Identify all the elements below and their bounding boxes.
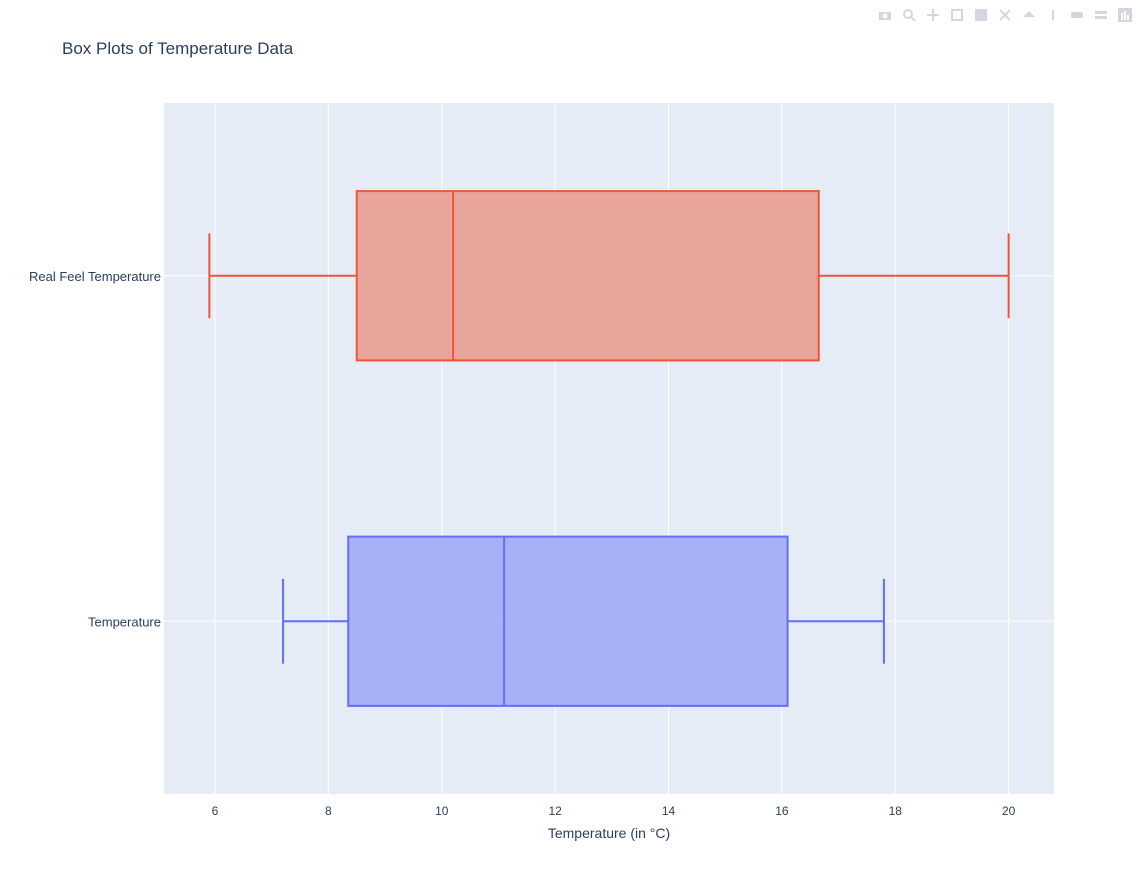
pan-icon[interactable]	[924, 6, 942, 24]
modebar	[876, 6, 1134, 24]
reset-axes-icon[interactable]	[1068, 6, 1086, 24]
plotly-logo-icon[interactable]	[1116, 6, 1134, 24]
box-series	[208, 190, 1010, 707]
iqr-box	[355, 190, 820, 362]
box-temperature[interactable]	[282, 535, 885, 707]
chart-title: Box Plots of Temperature Data	[62, 39, 294, 58]
y-category-label: Temperature	[88, 614, 161, 629]
x-tick-label: 12	[548, 804, 562, 818]
spike-lines-icon[interactable]	[1092, 6, 1110, 24]
y-category-labels: Temperature Real Feel Temperature	[29, 269, 161, 630]
x-tick-label: 14	[662, 804, 676, 818]
y-category-label: Real Feel Temperature	[29, 269, 161, 284]
camera-icon[interactable]	[876, 6, 894, 24]
x-tick-label: 10	[435, 804, 449, 818]
lasso-select-icon[interactable]	[972, 6, 990, 24]
x-tick-label: 20	[1002, 804, 1016, 818]
box-real-feel-temperature[interactable]	[208, 190, 1010, 362]
x-tick-label: 18	[889, 804, 903, 818]
zoom-in-icon[interactable]	[996, 6, 1014, 24]
x-tick-label: 16	[775, 804, 789, 818]
x-axis-label: Temperature (in °C)	[548, 825, 670, 841]
autoscale-icon[interactable]	[1044, 6, 1062, 24]
zoom-icon[interactable]	[900, 6, 918, 24]
box-select-icon[interactable]	[948, 6, 966, 24]
zoom-out-icon[interactable]	[1020, 6, 1038, 24]
x-tick-labels: 6 8 10 12 14 16 18 20	[212, 804, 1016, 818]
x-tick-label: 8	[325, 804, 332, 818]
iqr-box	[347, 535, 789, 707]
x-tick-label: 6	[212, 804, 219, 818]
